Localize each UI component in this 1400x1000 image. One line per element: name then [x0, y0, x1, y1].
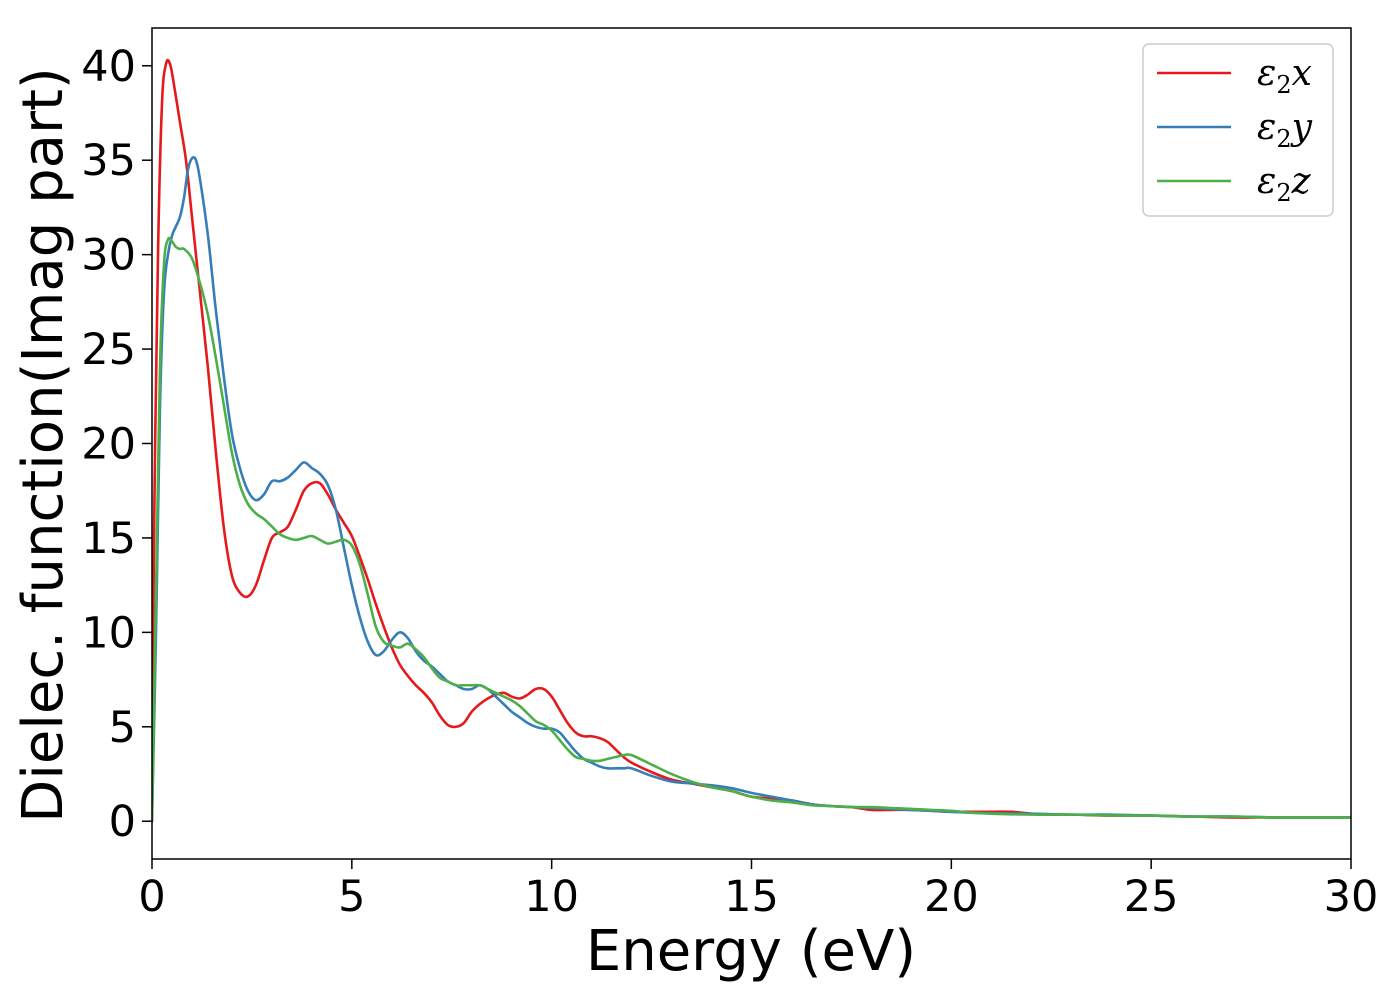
- x-axis: 0 5 10 15 20 25 30: [138, 859, 1378, 922]
- x-tick-label: 10: [524, 872, 579, 922]
- y-axis-label: Dielec. function(Imag part): [11, 67, 76, 823]
- series-line-z: [152, 236, 1351, 823]
- y-axis: 0 5 10 15 20 25 30 35 40: [81, 42, 152, 847]
- x-tick-label: 25: [1124, 872, 1179, 922]
- y-tick-label: 35: [81, 136, 136, 186]
- x-tick-label: 30: [1324, 872, 1379, 922]
- y-tick-label: 10: [81, 608, 136, 658]
- legend: ε2x ε2y ε2z: [1142, 43, 1334, 217]
- x-tick-label: 5: [338, 872, 365, 922]
- legend-label-z: ε2z: [1257, 161, 1312, 207]
- x-tick-label: 15: [724, 872, 779, 922]
- y-tick-label: 40: [81, 42, 136, 92]
- x-tick-label: 20: [924, 872, 979, 922]
- x-axis-label: Energy (eV): [586, 919, 916, 984]
- legend-label-x: ε2x: [1257, 53, 1312, 99]
- y-tick-label: 30: [81, 231, 136, 281]
- x-tick-label: 0: [138, 872, 165, 922]
- legend-label-y: ε2y: [1257, 107, 1313, 153]
- y-tick-label: 5: [109, 703, 136, 753]
- legend-box: [1142, 43, 1334, 217]
- y-tick-label: 25: [81, 325, 136, 375]
- y-tick-label: 15: [81, 514, 136, 564]
- y-tick-label: 20: [81, 420, 136, 470]
- y-tick-label: 0: [109, 797, 136, 847]
- series-layer: [152, 58, 1351, 823]
